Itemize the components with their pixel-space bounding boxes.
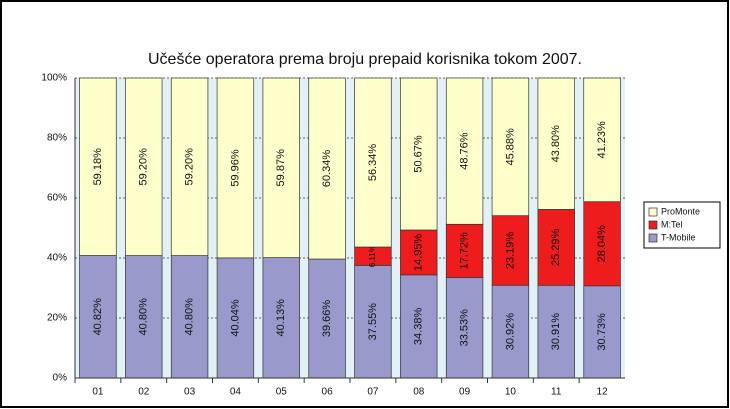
bar-segment bbox=[537, 209, 575, 286]
bar-segment bbox=[125, 255, 163, 379]
bar-segment bbox=[308, 258, 346, 379]
x-tick-label: 09 bbox=[459, 387, 471, 398]
bar-segment bbox=[262, 257, 300, 379]
data-label: 34.38% bbox=[413, 308, 425, 346]
bar-segment bbox=[216, 257, 255, 379]
data-label: 40.04% bbox=[229, 299, 241, 337]
data-label: 40.80% bbox=[138, 298, 150, 336]
data-label: 6.11% bbox=[368, 245, 377, 267]
x-tick-label: 03 bbox=[184, 387, 196, 398]
x-tick-label: 07 bbox=[367, 387, 379, 398]
bar-segment bbox=[400, 229, 438, 276]
bar-segment bbox=[216, 77, 255, 259]
y-tick-label: 40% bbox=[47, 253, 67, 264]
bar-segment bbox=[354, 265, 392, 379]
legend-swatch bbox=[648, 207, 658, 217]
bar-segment bbox=[537, 284, 575, 379]
data-label: 25.29% bbox=[550, 228, 562, 266]
data-label: 39.66% bbox=[321, 300, 333, 338]
data-label: 33.53% bbox=[458, 309, 470, 347]
x-tick-label: 05 bbox=[276, 387, 288, 398]
x-tick-label: 08 bbox=[413, 387, 425, 398]
data-label: 59.20% bbox=[183, 148, 195, 186]
x-tick-label: 11 bbox=[551, 387, 562, 398]
x-tick-label: 01 bbox=[92, 387, 104, 398]
data-label: 40.82% bbox=[92, 298, 104, 336]
legend-label: ProMonte bbox=[661, 206, 700, 216]
bar-segment bbox=[491, 215, 530, 286]
legend-label: M:Tel bbox=[661, 219, 683, 229]
legend-label: T-Mobile bbox=[661, 232, 696, 242]
data-label: 43.80% bbox=[550, 125, 562, 163]
bar-segment bbox=[79, 77, 117, 256]
data-label: 59.87% bbox=[275, 149, 287, 187]
bar-segment bbox=[583, 201, 621, 287]
y-tick-label: 60% bbox=[47, 193, 67, 204]
data-label: 56.34% bbox=[367, 144, 379, 182]
data-label: 59.96% bbox=[229, 149, 241, 187]
bar-segment bbox=[354, 77, 392, 248]
data-label: 59.20% bbox=[138, 148, 150, 186]
bar-segment bbox=[308, 77, 346, 260]
bar-segment bbox=[445, 77, 484, 225]
data-label: 41.23% bbox=[596, 121, 608, 159]
data-label: 30.73% bbox=[596, 313, 608, 351]
x-tick-label: 02 bbox=[138, 387, 150, 398]
data-label: 30.92% bbox=[504, 313, 516, 351]
x-tick-label: 04 bbox=[230, 387, 242, 398]
data-label: 37.55% bbox=[367, 303, 379, 341]
y-tick-label: 20% bbox=[47, 313, 67, 324]
bar-segment bbox=[125, 77, 163, 256]
bar-segment bbox=[491, 77, 530, 217]
data-label: 30.91% bbox=[550, 313, 562, 351]
bar-segment bbox=[262, 77, 300, 258]
bar-segment bbox=[79, 255, 117, 379]
data-label: 50.67% bbox=[413, 135, 425, 173]
x-tick-label: 06 bbox=[322, 387, 334, 398]
y-tick-label: 0% bbox=[53, 373, 68, 384]
data-label: 48.76% bbox=[458, 132, 470, 170]
bar-segment bbox=[400, 77, 438, 231]
data-label: 45.88% bbox=[504, 128, 516, 166]
data-label: 40.13% bbox=[275, 299, 287, 337]
data-label: 17.72% bbox=[458, 232, 470, 270]
bar-segment bbox=[400, 274, 438, 379]
legend-swatch bbox=[648, 220, 658, 230]
chart-title: Učešće operatora prema broju prepaid kor… bbox=[148, 51, 582, 68]
x-tick-label: 12 bbox=[597, 387, 609, 398]
x-tick-label: 10 bbox=[505, 387, 517, 398]
data-label: 40.80% bbox=[183, 298, 195, 336]
bar-segment bbox=[170, 77, 209, 256]
y-tick-label: 80% bbox=[47, 133, 67, 144]
y-tick-label: 100% bbox=[41, 73, 67, 84]
plot-background bbox=[75, 78, 625, 378]
bar-segment bbox=[445, 277, 484, 379]
data-label: 28.04% bbox=[596, 225, 608, 263]
data-label: 23.19% bbox=[504, 232, 516, 270]
bar-segment bbox=[170, 255, 209, 379]
data-label: 60.34% bbox=[321, 150, 333, 188]
data-label: 14.95% bbox=[413, 234, 425, 272]
bar-segment bbox=[537, 77, 575, 210]
bar-segment bbox=[583, 77, 621, 203]
legend-swatch bbox=[648, 233, 658, 243]
data-label: 59.18% bbox=[92, 148, 104, 186]
bar-segment bbox=[445, 223, 484, 278]
